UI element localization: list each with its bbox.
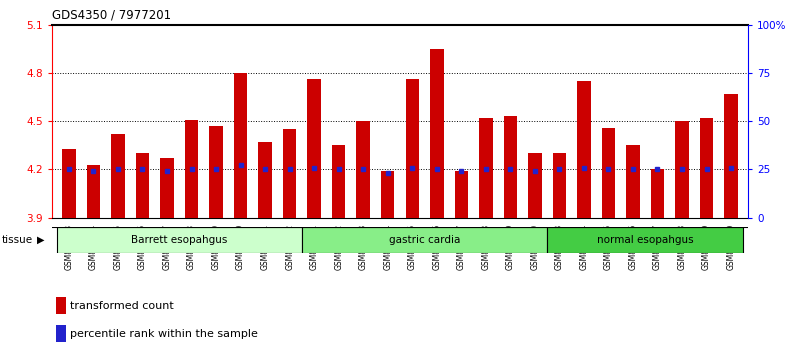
Bar <box>259 142 272 218</box>
Text: normal esopahgus: normal esopahgus <box>597 235 693 245</box>
Bar <box>381 171 395 218</box>
Bar <box>283 129 296 218</box>
Bar <box>332 145 345 218</box>
Text: gastric cardia: gastric cardia <box>388 235 460 245</box>
Bar <box>209 126 223 218</box>
Bar <box>56 325 65 342</box>
Text: Barrett esopahgus: Barrett esopahgus <box>131 235 228 245</box>
Bar <box>111 134 125 218</box>
Text: percentile rank within the sample: percentile rank within the sample <box>70 329 258 339</box>
Bar <box>302 227 547 253</box>
Text: tissue: tissue <box>2 235 33 245</box>
Bar <box>577 81 591 218</box>
Bar <box>626 145 640 218</box>
Bar <box>504 116 517 218</box>
Bar <box>455 171 468 218</box>
Bar <box>651 170 664 218</box>
Bar <box>185 120 198 218</box>
Bar <box>700 118 713 218</box>
Bar <box>675 121 689 218</box>
Bar <box>552 153 566 218</box>
Text: ▶: ▶ <box>37 235 44 245</box>
Bar <box>56 297 65 314</box>
Bar <box>430 49 443 218</box>
Bar <box>528 153 541 218</box>
Bar <box>234 73 248 218</box>
Bar <box>136 153 149 218</box>
Bar <box>62 149 76 218</box>
Bar <box>547 227 743 253</box>
Bar <box>479 118 493 218</box>
Text: transformed count: transformed count <box>70 301 174 310</box>
Bar <box>405 79 419 218</box>
Bar <box>602 128 615 218</box>
Bar <box>357 121 370 218</box>
Bar <box>307 79 321 218</box>
Bar <box>57 227 302 253</box>
Text: GDS4350 / 7977201: GDS4350 / 7977201 <box>52 9 171 22</box>
Bar <box>87 165 100 218</box>
Bar <box>160 158 174 218</box>
Bar <box>724 94 738 218</box>
